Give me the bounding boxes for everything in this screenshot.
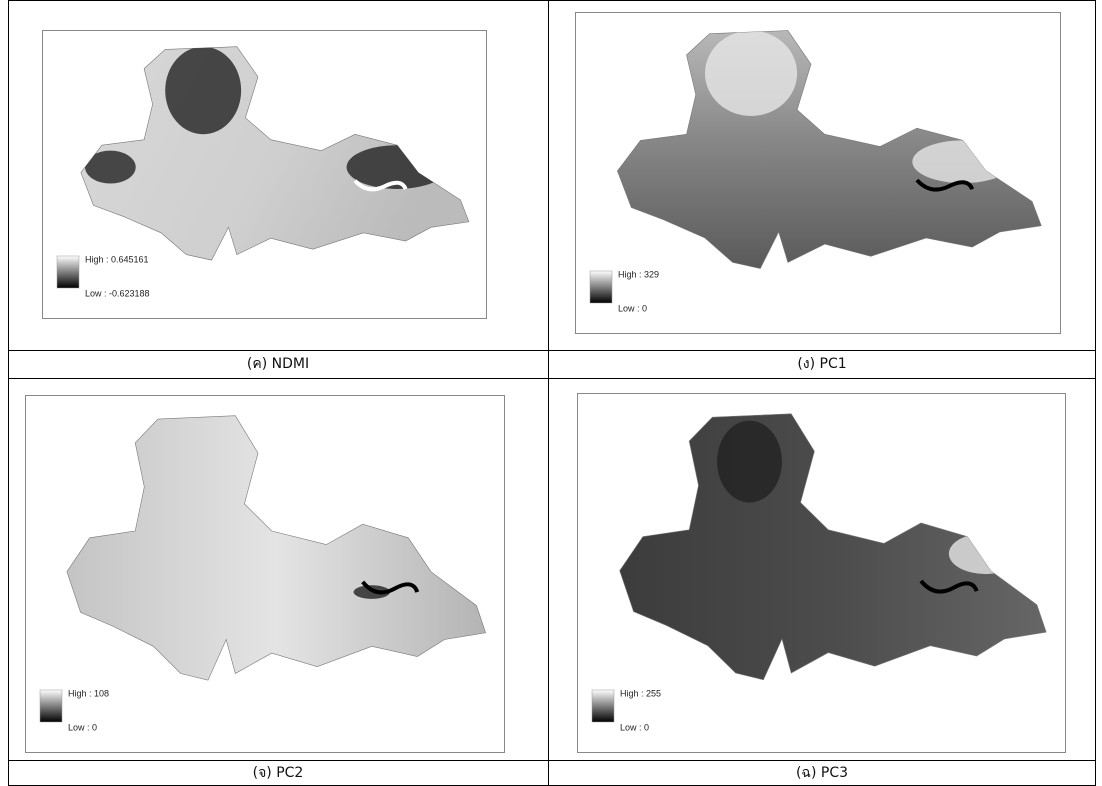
legend-low: Low : 0 [68, 722, 97, 732]
legend-low: Low : -0.623188 [85, 288, 150, 298]
caption: (ฉ) PC3 [796, 765, 848, 781]
caption: (ค) NDMI [247, 356, 309, 372]
caption: (จ) PC2 [253, 765, 304, 781]
legend-high: High : 255 [620, 688, 661, 698]
legend-high: High : 108 [68, 688, 109, 698]
figure-table: High : 0.645161 Low : -0.623188 (ค) NDMI Hi… [0, 0, 1102, 786]
caption: (ง) PC1 [797, 356, 846, 372]
legend-high: High : 0.645161 [85, 254, 149, 264]
legend-ramp [57, 256, 79, 288]
legend-ramp [592, 690, 614, 722]
map-region [165, 47, 241, 135]
map-panel: High : 329 Low : 0 [576, 13, 1061, 334]
legend-ramp [590, 271, 612, 303]
map-panel: High : 108 Low : 0 [26, 396, 505, 753]
map-panel: High : 0.645161 Low : -0.623188 [43, 31, 487, 319]
legend-low: Low : 0 [620, 722, 649, 732]
map-region [717, 421, 782, 503]
map-region [705, 31, 797, 116]
legend-low: Low : 0 [618, 303, 647, 313]
legend-high: High : 329 [618, 269, 659, 279]
legend-ramp [40, 690, 62, 722]
map-panel: High : 255 Low : 0 [578, 394, 1066, 753]
